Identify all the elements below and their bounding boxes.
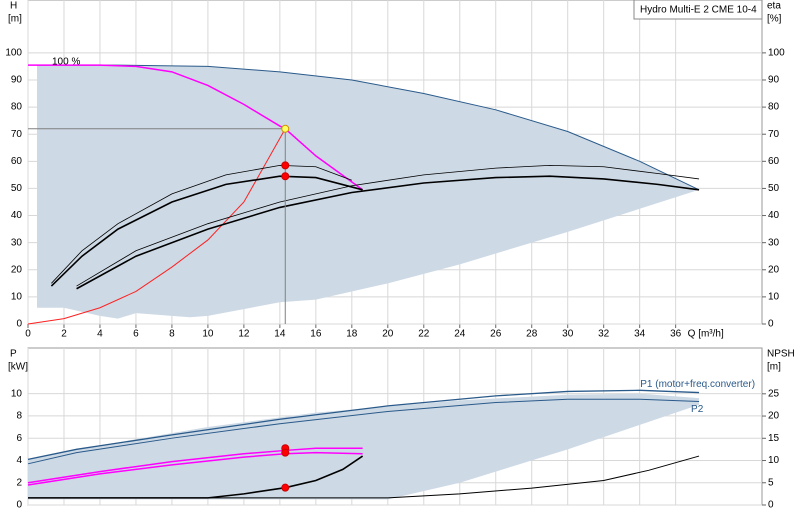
curve (28, 455, 700, 499)
x-tick-label: 30 (562, 329, 574, 340)
y-tick-label: 10 (11, 388, 23, 399)
y-tick-label: 6 (16, 433, 22, 444)
y2-tick-label: 0 (768, 500, 774, 511)
y2-tick-label: 100 (768, 48, 785, 59)
y2-tick-label: 60 (768, 156, 780, 167)
curve-label: P2 (691, 404, 704, 415)
curve-label: P1 (motor+freq.converter) (640, 379, 755, 390)
y2-tick-label: 5 (768, 477, 774, 488)
curve (76, 175, 700, 290)
y-tick-label: 90 (11, 75, 23, 86)
y-tick-label: 8 (16, 411, 22, 422)
x-tick-label: 20 (382, 329, 394, 340)
x-tick-label: 0 (25, 329, 31, 340)
x-tick-label: 8 (169, 329, 175, 340)
y2-tick-label: 30 (768, 237, 780, 248)
operating-point (281, 172, 290, 181)
y-tick-label: 80 (11, 102, 23, 113)
y-axis-label: H (10, 1, 17, 12)
y-tick-label: 70 (11, 129, 23, 140)
x-tick-label: 16 (310, 329, 322, 340)
x-tick-label: 24 (454, 329, 466, 340)
operating-point (281, 448, 290, 457)
y-tick-label: 0 (16, 319, 22, 330)
operating-point (281, 161, 290, 170)
y2-tick-label: 40 (768, 210, 780, 221)
y2-tick-label: 50 (768, 183, 780, 194)
x-tick-label: 34 (634, 329, 646, 340)
curve (27, 451, 363, 486)
operating-range-area (28, 393, 700, 500)
operating-point (281, 124, 290, 133)
y2-tick-label: 20 (768, 264, 780, 275)
curve (27, 128, 286, 325)
y2-axis-label: NPSH (767, 349, 795, 360)
x-tick-label: 18 (346, 329, 358, 340)
operating-point (281, 483, 290, 492)
x-tick-label: 10 (202, 329, 214, 340)
x-tick-label: 2 (61, 329, 67, 340)
curve (27, 389, 700, 460)
y2-tick-label: 15 (768, 433, 780, 444)
curve-annotation: 100 % (52, 57, 80, 68)
y2-tick-label: 10 (768, 292, 780, 303)
y2-tick-label: 10 (768, 455, 780, 466)
y2-tick-label: 80 (768, 102, 780, 113)
y2-tick-label: 20 (768, 411, 780, 422)
x-tick-label: 32 (598, 329, 610, 340)
y-axis-unit: [m] (8, 14, 22, 25)
y-tick-label: 10 (11, 292, 23, 303)
x-axis-label: Q [m³/h] (688, 329, 724, 340)
curve (27, 398, 700, 465)
curve (76, 164, 700, 287)
y2-tick-label: 70 (768, 129, 780, 140)
y-tick-label: 100 (5, 48, 22, 59)
curve (51, 164, 352, 284)
pump-name-box (633, 0, 763, 20)
curve (36, 64, 700, 191)
x-tick-label: 28 (526, 329, 538, 340)
x-tick-label: 12 (238, 329, 250, 340)
y-tick-label: 50 (11, 183, 23, 194)
x-tick-label: 6 (133, 329, 139, 340)
y-tick-label: 0 (16, 500, 22, 511)
y-tick-label: 40 (11, 210, 23, 221)
y2-axis-unit: [m] (767, 362, 781, 373)
y-tick-label: 2 (16, 477, 22, 488)
curve (28, 64, 364, 191)
x-tick-label: 22 (418, 329, 430, 340)
x-tick-label: 26 (490, 329, 502, 340)
y-tick-label: 30 (11, 237, 23, 248)
x-tick-label: 36 (670, 329, 682, 340)
x-tick-label: 14 (274, 329, 286, 340)
y-axis-label: P (10, 349, 17, 360)
y2-axis-label: eta (767, 1, 781, 12)
curve (27, 447, 363, 484)
y2-axis-unit: [%] (767, 14, 782, 25)
x-tick-label: 4 (97, 329, 103, 340)
pump-name: Hydro Multi-E 2 CME 10-4 (640, 5, 757, 16)
y-tick-label: 20 (11, 264, 23, 275)
y-tick-label: 60 (11, 156, 23, 167)
y2-tick-label: 25 (768, 388, 780, 399)
y2-tick-label: 90 (768, 75, 780, 86)
curve (50, 175, 363, 287)
y-tick-label: 4 (16, 455, 22, 466)
y-axis-unit: [kW] (8, 362, 28, 373)
y2-tick-label: 0 (768, 319, 774, 330)
